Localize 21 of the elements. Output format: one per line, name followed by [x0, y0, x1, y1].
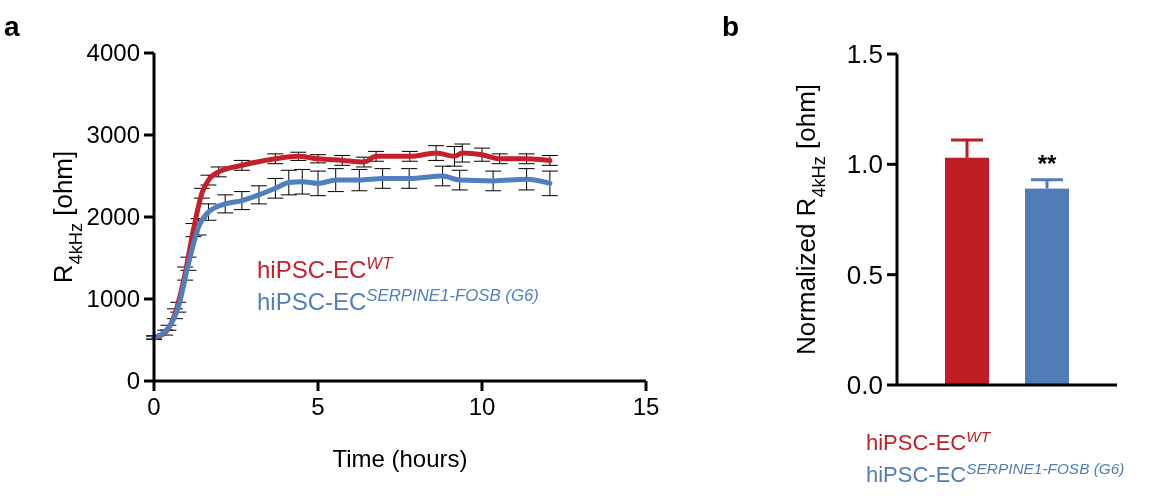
x-tick-label: 5	[311, 393, 325, 420]
chart-title: b	[722, 11, 740, 42]
y-tick-label: 0	[126, 367, 140, 395]
text: hiPSC-EC$^{SERPINE1-FOSB (G6)}$	[866, 459, 1125, 487]
y-tick-label: 3000	[86, 121, 140, 149]
y-tick-label: 0.0	[846, 370, 883, 401]
x-axis-title: Time (hours)	[332, 445, 468, 472]
y-tick-label: 0.5	[846, 259, 883, 290]
text: hiPSC-EC$^{SERPINE1-FOSB (G6)}$	[257, 285, 539, 315]
annotation: **	[1037, 149, 1057, 177]
series-label: hiPSC-EC$^{WT}$	[866, 427, 992, 455]
x-tick-label: 15	[632, 393, 660, 420]
x-tick-label: 10	[468, 393, 496, 420]
y-tick-label: 2000	[86, 203, 140, 231]
y-tick-label: 1.0	[846, 149, 883, 180]
y-tick-label: 1000	[86, 285, 140, 313]
y-tick-label: 1.5	[846, 39, 883, 70]
y-tick-label: 4000	[86, 39, 140, 67]
chart-title: a	[4, 11, 20, 42]
text: hiPSC-EC$^{WT}$	[257, 253, 395, 283]
x-tick-label: 0	[147, 393, 161, 420]
